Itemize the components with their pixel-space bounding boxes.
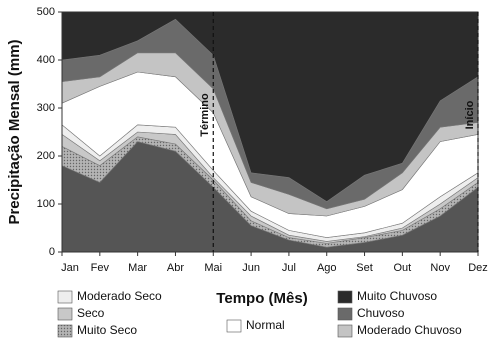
annotation: Início <box>464 100 476 129</box>
legend-swatch <box>337 290 353 304</box>
y-tick-label: 300 <box>37 102 55 114</box>
legend-swatch <box>226 319 242 333</box>
x-tick-label: Set <box>356 262 373 274</box>
x-tick-label: Out <box>393 262 411 274</box>
legend-label: Moderado Chuvoso <box>357 323 462 337</box>
legend-swatch <box>337 324 353 338</box>
legend-swatch <box>337 307 353 321</box>
y-tick-label: 100 <box>37 198 55 210</box>
x-tick-label: Dez <box>468 262 488 274</box>
y-tick-label: 400 <box>37 54 55 66</box>
y-tick-label: 500 <box>37 6 55 18</box>
legend-swatch <box>57 307 73 321</box>
legend-swatch <box>57 324 73 338</box>
x-tick-label: Jul <box>282 262 296 274</box>
legend-label: Muito Chuvoso <box>357 289 437 303</box>
legend-swatch <box>57 290 73 304</box>
x-tick-label: Jan <box>61 262 79 274</box>
x-tick-label: Ago <box>317 262 337 274</box>
legend-label: Seco <box>77 306 105 320</box>
legend-label: Moderado Seco <box>77 289 162 303</box>
legend-label: Chuvoso <box>357 306 405 320</box>
x-tick-label: Mai <box>204 262 222 274</box>
legend-label: Normal <box>246 318 285 332</box>
legend-label: Muito Seco <box>77 323 137 337</box>
x-tick-label: Nov <box>430 262 450 274</box>
x-tick-label: Jun <box>242 262 260 274</box>
y-tick-label: 0 <box>49 246 55 258</box>
y-axis-title: Precipitação Mensal (mm) <box>6 39 23 224</box>
y-tick-label: 200 <box>37 150 55 162</box>
annotation: Término <box>199 93 211 137</box>
x-tick-label: Abr <box>167 262 184 274</box>
x-tick-label: Fev <box>91 262 110 274</box>
x-tick-label: Mar <box>128 262 147 274</box>
x-axis-title: Tempo (Mês) <box>216 290 307 307</box>
